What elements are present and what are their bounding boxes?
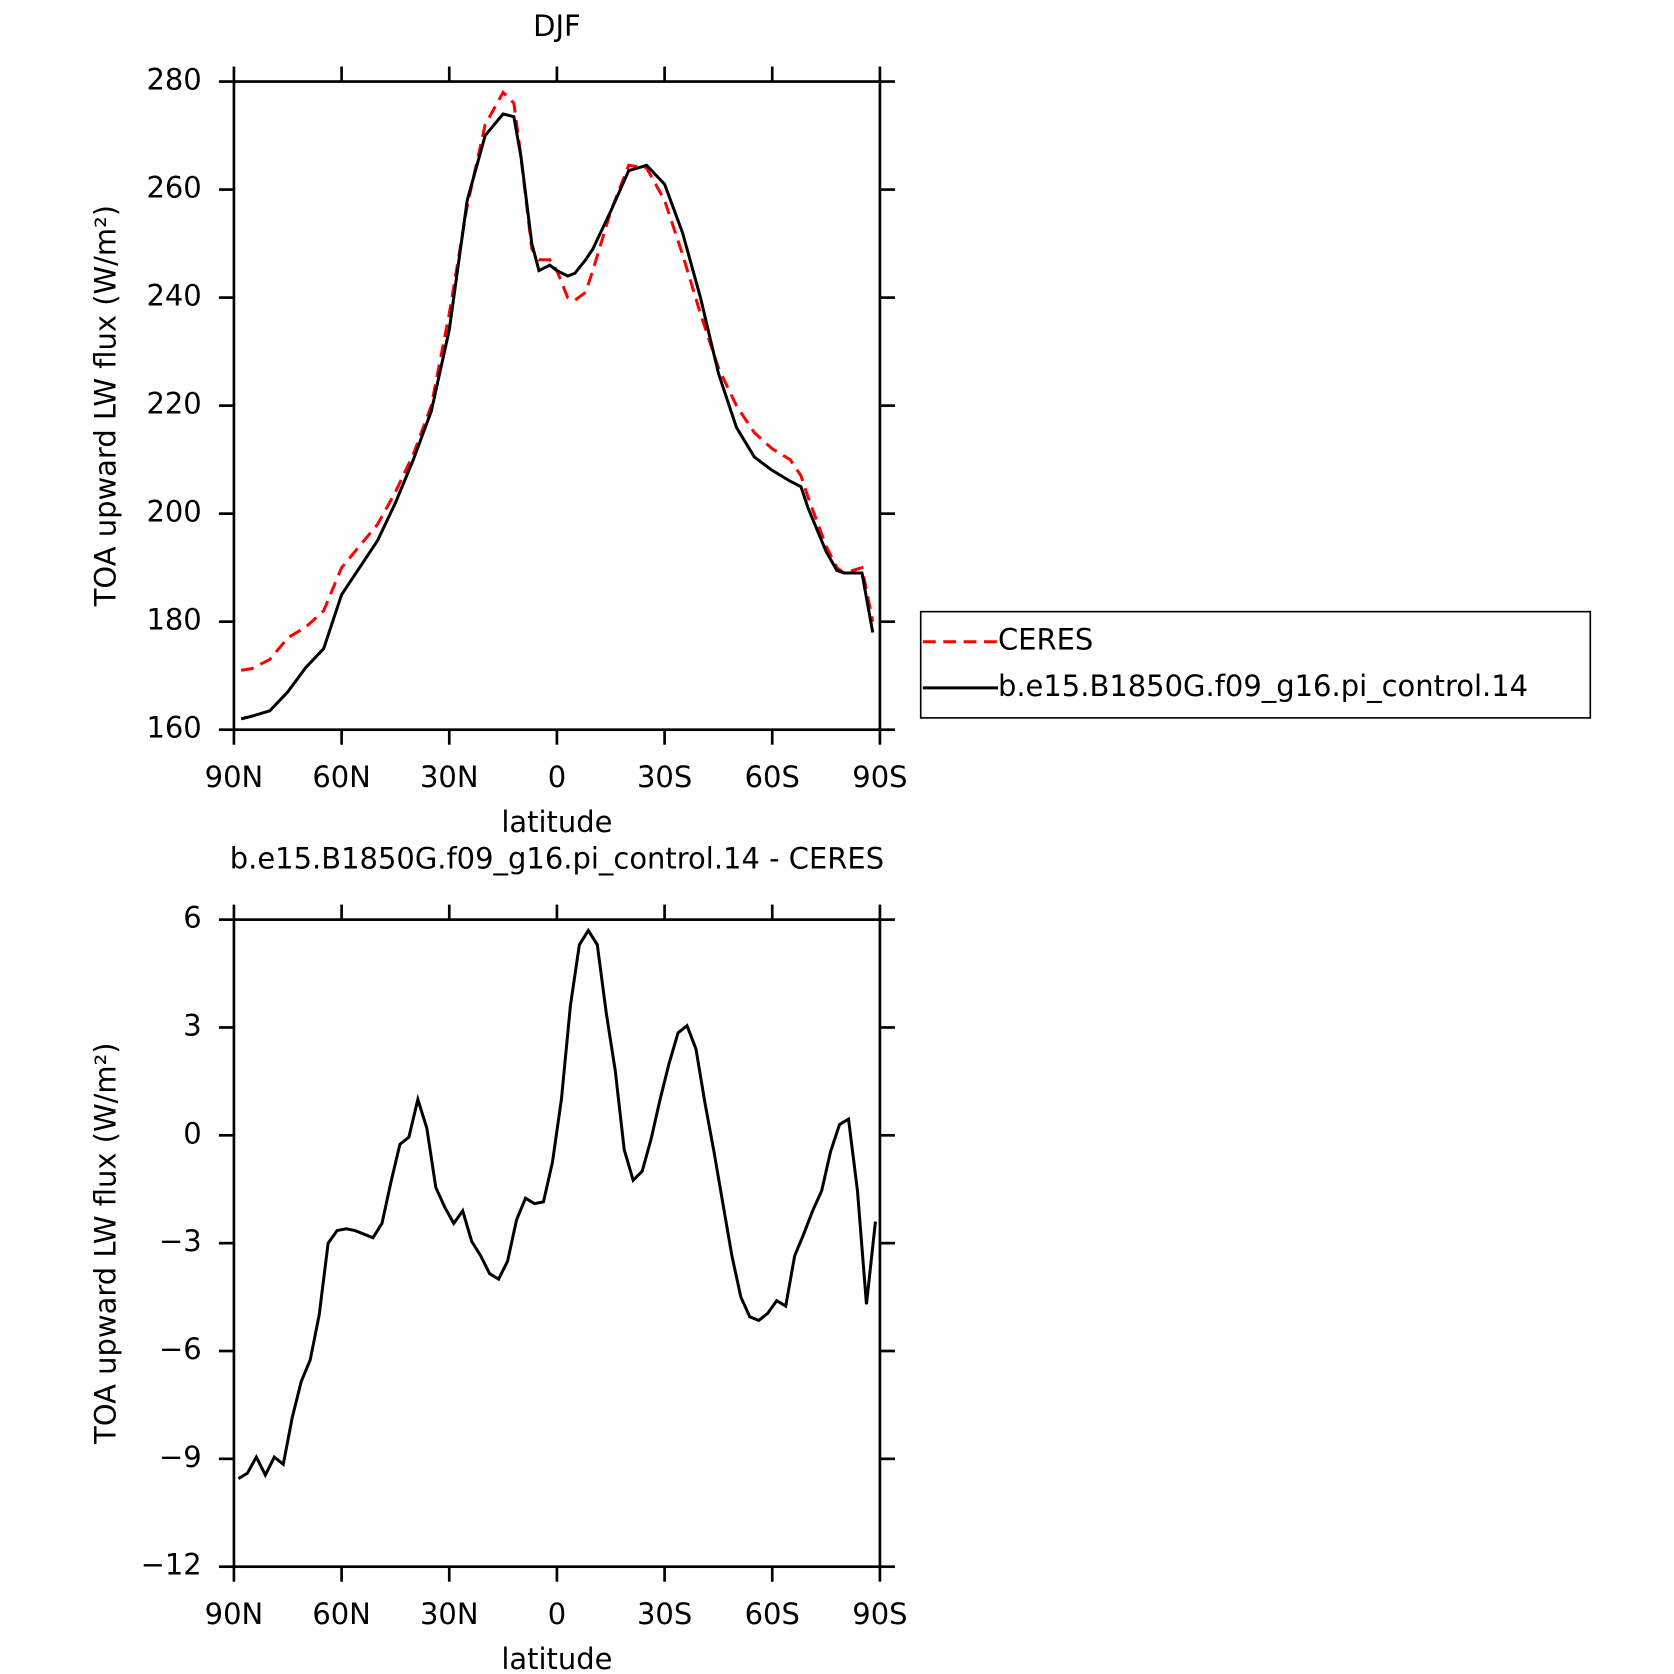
y-tick-label: −6 [159,1332,202,1366]
y-tick-label: 160 [146,711,201,745]
x-tick-label: 0 [548,760,566,794]
series-line [237,927,877,1480]
x-tick-label: 60N [312,760,371,794]
x-tick-label: 90S [852,760,907,794]
y-tick-label: 280 [146,63,201,97]
y-tick-label: 240 [146,279,201,313]
y-tick-label: 220 [146,387,201,421]
series-line [240,89,875,672]
x-tick-label: 30S [637,760,692,794]
legend-box [919,610,1592,719]
x-tick-label: 90S [852,1597,907,1631]
y-axis-label: TOA upward LW flux (W/m²) [88,205,122,607]
x-axis-label: latitude [501,805,612,839]
x-tick-label: 0 [548,1597,566,1631]
x-tick-label: 90N [205,760,264,794]
y-tick-label: 6 [183,901,201,935]
y-tick-label: −12 [141,1548,202,1582]
chart-title: DJF [533,9,581,43]
x-tick-label: 60N [312,1597,371,1631]
y-axis-label: TOA upward LW flux (W/m²) [88,1042,122,1444]
y-tick-label: −3 [159,1224,202,1258]
x-tick-label: 30N [420,760,479,794]
series-line [240,112,875,721]
x-tick-label: 60S [745,760,800,794]
y-tick-label: 3 [183,1008,201,1042]
x-axis-label: latitude [501,1642,612,1674]
y-tick-label: 0 [183,1116,201,1150]
x-tick-label: 60S [745,1597,800,1631]
y-tick-label: 180 [146,603,201,637]
x-tick-label: 30N [420,1597,479,1631]
x-tick-label: 90N [205,1597,264,1631]
plot-frame [232,918,882,1569]
plot-frame [232,80,882,732]
y-tick-label: 200 [146,495,201,529]
x-tick-label: 30S [637,1597,692,1631]
legend-label: b.e15.B1850G.f09_g16.pi_control.14 [998,669,1528,703]
y-tick-label: 260 [146,171,201,205]
chart-title: b.e15.B1850G.f09_g16.pi_control.14 - CER… [230,842,884,876]
y-tick-label: −9 [159,1440,202,1474]
legend-label: CERES [998,623,1093,657]
